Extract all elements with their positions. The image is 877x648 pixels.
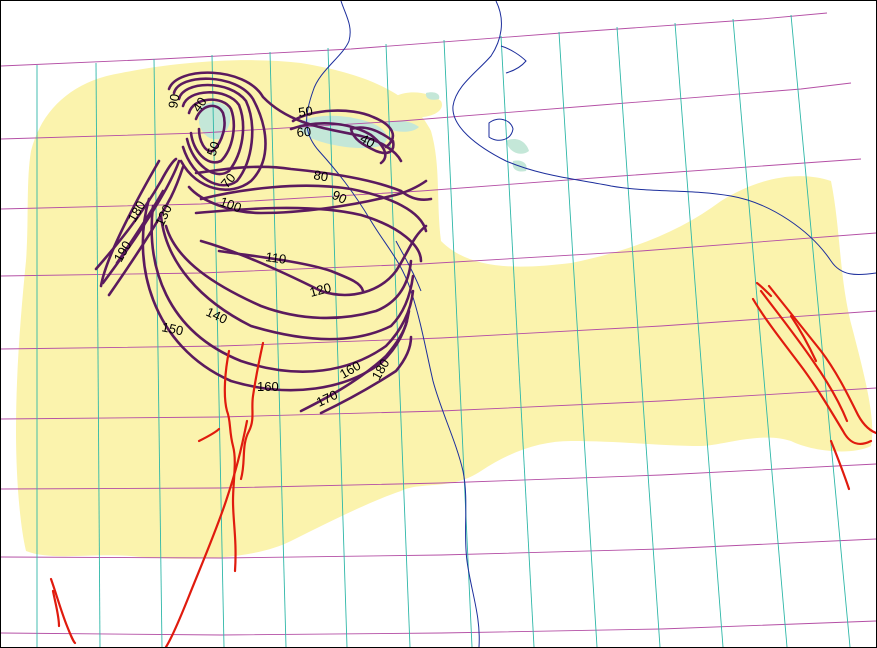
contour-60	[181, 91, 245, 176]
longitude-line	[674, 22, 724, 647]
contour-lake-40	[349, 126, 395, 155]
contour-label: 40	[189, 94, 210, 114]
contour-150	[150, 204, 415, 373]
latitude-line	[1, 232, 876, 277]
contour-label: 150	[160, 319, 184, 338]
contour-100b	[194, 165, 433, 202]
fault-central-branch	[239, 341, 265, 481]
longitude-line	[500, 35, 535, 647]
latitude-line	[1, 82, 852, 140]
contour-40	[194, 104, 226, 153]
latitude-line	[1, 620, 876, 636]
river-south	[395, 240, 422, 292]
fault-east-6	[755, 281, 773, 298]
contour-180-outer	[99, 159, 161, 288]
contour-80	[172, 77, 267, 191]
contour-west-3	[107, 165, 185, 297]
contour-110	[217, 249, 365, 293]
contour-label: 80	[312, 167, 329, 184]
contour-outer-2	[194, 206, 423, 263]
river-tributary	[500, 45, 527, 74]
longitude-line	[790, 14, 851, 647]
latitude-lines	[1, 12, 876, 636]
contour-label: 90	[165, 93, 182, 110]
contour-east-inner	[319, 335, 413, 415]
contour-label: 90	[330, 187, 349, 207]
longitude-lines	[36, 14, 851, 647]
latitude-line	[1, 463, 876, 490]
contour-50	[187, 98, 235, 164]
latitude-line	[1, 538, 876, 559]
fault-east-5	[829, 439, 851, 491]
latitude-line	[1, 310, 876, 350]
lake-east-small	[386, 120, 419, 132]
fault-central	[223, 349, 237, 573]
longitude-line	[269, 51, 287, 647]
contour-lake-50	[291, 109, 395, 149]
contour-label: 120	[308, 280, 333, 300]
contour-label: 60	[296, 124, 312, 140]
fault-east-3	[767, 284, 876, 435]
longitude-line	[616, 26, 661, 647]
contour-130	[164, 224, 413, 320]
rivers	[306, 1, 876, 647]
latitude-line	[1, 12, 828, 67]
fault-long-sw	[164, 419, 249, 647]
water-patch-1	[506, 139, 529, 154]
contour-label: 100	[218, 194, 244, 216]
contour-170	[299, 319, 409, 413]
latitude-line	[1, 387, 876, 420]
river-main	[306, 1, 480, 647]
contour-120	[199, 224, 428, 297]
contour-label: 50	[204, 139, 223, 158]
longitude-line	[732, 18, 788, 647]
longitude-line	[95, 62, 101, 647]
fault-east-4	[789, 314, 818, 363]
water-patch-3	[425, 92, 440, 100]
contour-140	[159, 214, 415, 341]
contour-lake-60	[289, 122, 387, 165]
isopach-contours	[94, 71, 433, 415]
contour-label: 160	[257, 379, 279, 394]
contour-label: 50	[297, 103, 313, 120]
river-east	[452, 1, 876, 275]
longitude-line	[327, 47, 348, 647]
contour-label: 110	[265, 249, 288, 267]
graticule	[1, 12, 876, 647]
longitude-line	[153, 58, 163, 647]
faults	[49, 281, 876, 647]
longitude-line	[443, 39, 473, 647]
fault-southwest-2	[51, 589, 61, 628]
fault-short-w	[197, 427, 221, 443]
contour-west-4	[115, 189, 165, 265]
contour-outer-1	[199, 184, 428, 233]
contour-70	[177, 83, 254, 187]
contour-160	[141, 197, 411, 392]
river-lake-outline	[488, 118, 514, 141]
longitude-line	[558, 31, 598, 647]
fault-southwest	[49, 577, 77, 645]
contour-label: 40	[358, 131, 378, 151]
fault-east-2	[759, 289, 849, 423]
fault-east-1	[751, 297, 873, 446]
